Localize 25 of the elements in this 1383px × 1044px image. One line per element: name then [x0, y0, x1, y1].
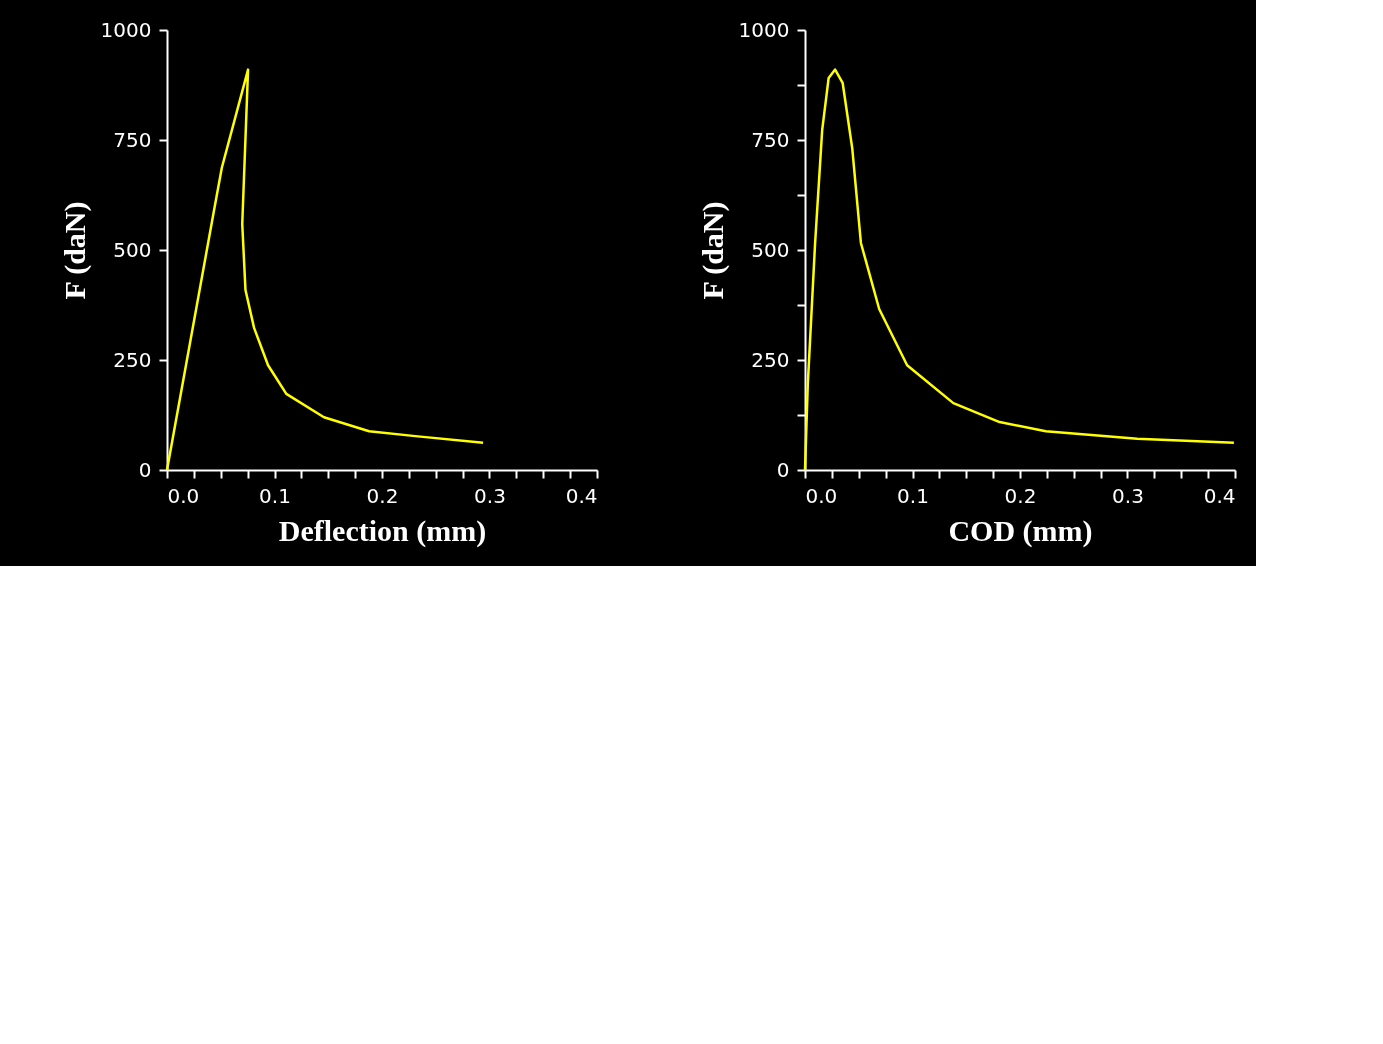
y-tick-label: 250 — [113, 347, 152, 372]
x-tick-label: 0.1 — [897, 483, 929, 508]
y-tick-label: 0 — [776, 457, 790, 482]
x-axis-title: Deflection (mm) — [278, 513, 487, 548]
x-tick-label: 0.2 — [366, 483, 399, 508]
y-tick-label: 750 — [113, 127, 152, 152]
x-tick-label: 0.3 — [1112, 483, 1144, 508]
x-tick-label: 0.4 — [1203, 483, 1236, 508]
y-tick-label: 1000 — [738, 17, 790, 42]
x-tick-label: 0.4 — [565, 483, 598, 508]
y-tick-label: 750 — [751, 127, 790, 152]
y-tick-label: 1000 — [100, 17, 152, 42]
y-tick-label: 0 — [138, 457, 152, 482]
x-tick-label: 0.3 — [474, 483, 506, 508]
line-series — [165, 68, 485, 472]
x-tick-label: 0.0 — [805, 483, 838, 508]
y-tick-label: 250 — [751, 347, 790, 372]
y-axis-title: F (daN) — [57, 201, 92, 300]
y-tick-label: 500 — [113, 237, 152, 262]
x-tick-label: 0.2 — [1004, 483, 1037, 508]
y-tick-label: 500 — [751, 237, 790, 262]
x-tick-label: 0.0 — [167, 483, 200, 508]
x-tick-label: 0.1 — [259, 483, 291, 508]
x-axis-title: COD (mm) — [948, 513, 1093, 548]
y-axis-title: F (daN) — [695, 201, 730, 300]
